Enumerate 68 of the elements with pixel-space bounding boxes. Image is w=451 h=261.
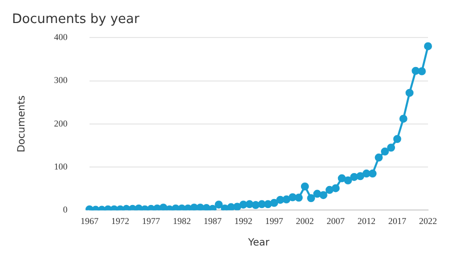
x-tick-label: 1967 xyxy=(80,216,99,226)
x-axis-title: Year xyxy=(247,238,270,249)
x-tick-label: 2002 xyxy=(296,216,314,226)
point xyxy=(246,200,254,208)
chart-title: Documents by year xyxy=(12,12,140,28)
x-tick-label: 2022 xyxy=(419,216,437,226)
x-tick-label: 1977 xyxy=(142,216,161,226)
point xyxy=(399,114,408,123)
y-tick-label: 0 xyxy=(63,204,68,215)
y-tick-label: 200 xyxy=(54,118,68,128)
point xyxy=(338,174,346,182)
y-tick-label: 300 xyxy=(54,75,68,86)
point xyxy=(134,204,143,210)
y-tick-label: 400 xyxy=(54,32,68,42)
point xyxy=(208,204,217,210)
point xyxy=(220,204,229,210)
point xyxy=(393,135,402,144)
point xyxy=(147,204,156,210)
point xyxy=(153,204,162,210)
point xyxy=(313,190,322,198)
point xyxy=(178,204,186,210)
x-tick-label: 1982 xyxy=(172,216,191,226)
point xyxy=(190,204,198,210)
point xyxy=(288,193,297,202)
x-tick-label: 2007 xyxy=(326,216,346,226)
point xyxy=(418,67,426,76)
point xyxy=(282,195,290,204)
point xyxy=(227,203,236,210)
x-tick-label: 1987 xyxy=(204,216,222,226)
y-tick-label: 100 xyxy=(54,161,68,172)
point xyxy=(233,202,242,210)
x-tick-label: 1972 xyxy=(111,216,130,226)
point xyxy=(412,66,420,75)
point xyxy=(307,194,316,202)
point xyxy=(159,204,168,210)
point xyxy=(319,191,328,200)
point xyxy=(406,88,414,97)
point xyxy=(374,154,383,162)
y-axis-title: Documents xyxy=(16,95,28,152)
point xyxy=(252,201,260,210)
point xyxy=(122,204,130,210)
point xyxy=(214,200,223,209)
x-tick-label: 2017 xyxy=(388,216,407,226)
point xyxy=(196,204,204,210)
point xyxy=(239,200,248,209)
point xyxy=(350,172,358,181)
point xyxy=(184,204,192,210)
point xyxy=(344,176,352,184)
point xyxy=(368,170,377,178)
point xyxy=(202,204,210,210)
point xyxy=(276,196,284,204)
point xyxy=(326,186,334,194)
x-tick-label: 2012 xyxy=(357,216,376,226)
point xyxy=(172,204,180,210)
point xyxy=(332,184,340,192)
point xyxy=(128,204,137,210)
point xyxy=(294,194,303,202)
point xyxy=(356,172,364,180)
point xyxy=(424,42,432,50)
x-tick-label: 1992 xyxy=(234,216,252,226)
point xyxy=(258,200,266,208)
x-tick-label: 1997 xyxy=(265,216,284,226)
point xyxy=(300,182,309,190)
point xyxy=(362,170,370,178)
point xyxy=(380,148,389,156)
point xyxy=(270,198,278,207)
point xyxy=(264,200,272,208)
point xyxy=(387,144,396,152)
